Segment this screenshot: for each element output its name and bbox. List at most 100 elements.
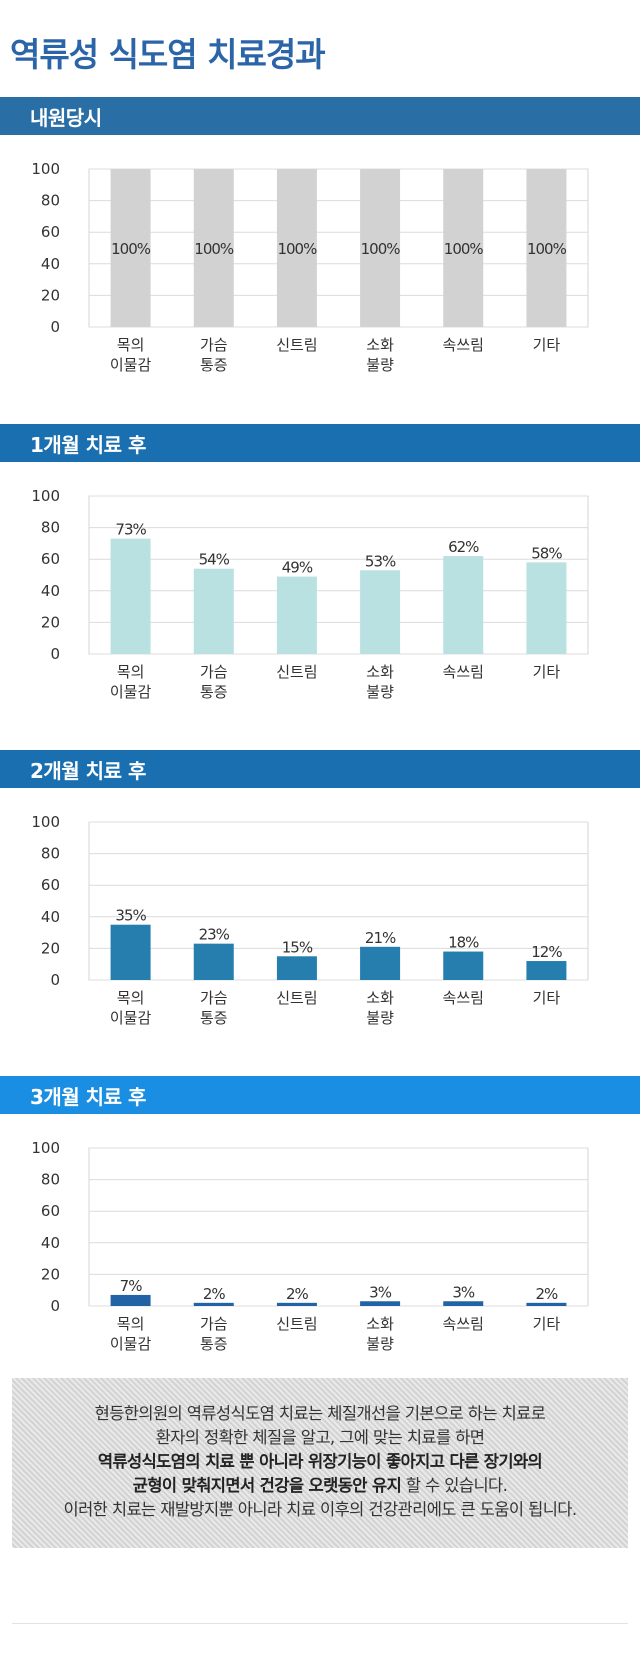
- bar: [526, 961, 567, 980]
- x-category-label: 기타: [533, 336, 561, 354]
- x-category-label: 목의: [117, 989, 145, 1007]
- info-line-4-bold: 균형이 맞춰지면서 건강을 오랫동안 유지: [132, 1476, 402, 1495]
- data-label: 100%: [111, 240, 151, 258]
- bar: [276, 956, 317, 980]
- info-line-3-bold: 역류성식도염의 치료 뿐 아니라 위장기능이 좋아지고 다른 장기와의: [97, 1452, 543, 1471]
- y-tick-label: 40: [41, 255, 60, 273]
- y-tick-label: 80: [41, 192, 60, 210]
- section-header-visit: 내원당시: [0, 97, 640, 135]
- y-tick-label: 0: [50, 971, 60, 989]
- data-label: 12%: [531, 943, 562, 961]
- bar: [276, 169, 317, 327]
- data-label: 73%: [115, 521, 146, 539]
- y-tick-label: 20: [41, 939, 60, 957]
- y-tick-label: 20: [41, 613, 60, 631]
- data-label: 15%: [282, 938, 313, 956]
- bar: [276, 576, 317, 654]
- x-category-label: 속쓰림: [443, 989, 484, 1007]
- section-header-2-months: 2개월 치료 후: [0, 750, 640, 788]
- bar: [443, 1301, 484, 1306]
- data-label: 2%: [203, 1285, 226, 1303]
- bar: [110, 538, 151, 654]
- data-label: 2%: [286, 1285, 309, 1303]
- info-line-3: 역류성식도염의 치료 뿐 아니라 위장기능이 좋아지고 다른 장기와의: [12, 1450, 628, 1474]
- x-category-label: 불량: [366, 1335, 394, 1353]
- data-label: 23%: [199, 926, 230, 944]
- bar: [193, 568, 234, 654]
- x-category-label: 불량: [366, 1009, 394, 1027]
- plot-area: [88, 168, 589, 328]
- x-category-label: 통증: [200, 356, 228, 374]
- y-tick-label: 0: [50, 645, 60, 663]
- data-label: 100%: [194, 240, 234, 258]
- data-label: 3%: [452, 1283, 475, 1301]
- bar: [360, 1301, 401, 1306]
- x-category-label: 신트림: [276, 1315, 317, 1333]
- section-label: 내원당시: [30, 105, 102, 130]
- x-category-label: 신트림: [276, 663, 317, 681]
- x-category-label: 기타: [533, 989, 561, 1007]
- x-category-label: 소화: [366, 1315, 394, 1333]
- bar: [193, 1302, 234, 1306]
- x-category-label: 소화: [366, 989, 394, 1007]
- y-tick-label: 0: [50, 318, 60, 336]
- section-header-1-month: 1개월 치료 후: [0, 424, 640, 462]
- y-tick-label: 80: [41, 1171, 60, 1189]
- section-label: 2개월 치료 후: [30, 758, 146, 783]
- y-tick-label: 100: [31, 160, 60, 178]
- y-tick-label: 60: [41, 223, 60, 241]
- data-label: 100%: [444, 240, 484, 258]
- data-label: 18%: [448, 934, 479, 952]
- info-line-5: 이러한 치료는 재발방지뿐 아니라 치료 이후의 건강관리에도 큰 도움이 됩니…: [63, 1500, 577, 1519]
- y-tick-label: 100: [31, 1139, 60, 1157]
- info-line-2: 환자의 정확한 체질을 알고, 그에 맞는 치료를 하면: [155, 1428, 485, 1447]
- data-label: 49%: [282, 559, 313, 577]
- chart-at-visit: 0 20 40 60 80 100 100% 목의 이물감 100% 가슴 통증 100% 신트림 100%…: [0, 155, 640, 375]
- x-category-label: 가슴: [200, 663, 228, 681]
- y-tick-label: 60: [41, 876, 60, 894]
- info-line-4-rest: 할 수 있습니다.: [401, 1476, 508, 1495]
- bar: [526, 169, 567, 327]
- section-header-3-months: 3개월 치료 후: [0, 1076, 640, 1114]
- data-label: 100%: [527, 240, 567, 258]
- y-tick-label: 100: [31, 813, 60, 831]
- y-tick-label: 100: [31, 487, 60, 505]
- bar: [110, 924, 151, 980]
- x-category-label: 이물감: [110, 1009, 152, 1027]
- y-tick-label: 40: [41, 1234, 60, 1252]
- bar: [526, 562, 567, 654]
- bar: [276, 1302, 317, 1306]
- x-category-label: 목의: [117, 336, 145, 354]
- x-category-label: 신트림: [276, 989, 317, 1007]
- x-category-label: 통증: [200, 683, 228, 701]
- x-category-label: 소화: [366, 336, 394, 354]
- x-category-label: 소화: [366, 663, 394, 681]
- bar: [443, 169, 484, 327]
- y-tick-label: 0: [50, 1297, 60, 1315]
- x-category-label: 불량: [366, 683, 394, 701]
- x-category-label: 가슴: [200, 989, 228, 1007]
- x-category-label: 이물감: [110, 356, 152, 374]
- section-label: 1개월 치료 후: [30, 432, 146, 457]
- x-category-label: 속쓰림: [443, 1315, 484, 1333]
- bar: [193, 169, 234, 327]
- y-tick-label: 40: [41, 582, 60, 600]
- x-category-label: 이물감: [110, 1335, 152, 1353]
- x-category-label: 속쓰림: [443, 663, 484, 681]
- data-label: 54%: [199, 551, 230, 569]
- plot-area: [88, 1147, 589, 1307]
- x-category-label: 불량: [366, 356, 394, 374]
- y-tick-label: 40: [41, 908, 60, 926]
- bar: [360, 169, 401, 327]
- bar: [443, 556, 484, 654]
- chart-3-months: 0 20 40 60 80 100 7% 목의 이물감 2% 가슴 통증 2% 신트림 3% 소화 불량 3% 속쓰…: [0, 1134, 640, 1354]
- bar: [110, 1294, 151, 1306]
- y-tick-label: 80: [41, 519, 60, 537]
- x-category-label: 신트림: [276, 336, 317, 354]
- section-label: 3개월 치료 후: [30, 1084, 146, 1109]
- bar: [360, 570, 401, 654]
